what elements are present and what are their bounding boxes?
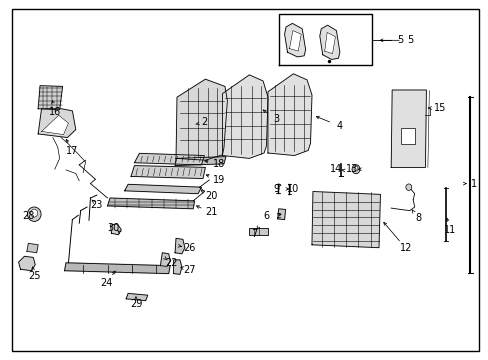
Polygon shape [27,243,38,253]
Text: 4: 4 [336,121,342,131]
Polygon shape [390,90,426,167]
Text: 5: 5 [407,35,413,45]
Ellipse shape [351,165,359,174]
Text: 2: 2 [201,117,207,127]
Text: 23: 23 [90,200,103,210]
Polygon shape [176,79,227,160]
Text: 20: 20 [204,191,217,201]
Polygon shape [319,25,339,59]
Ellipse shape [353,166,357,171]
Polygon shape [41,115,68,135]
Text: 16: 16 [49,107,61,117]
Polygon shape [64,263,170,274]
Polygon shape [173,260,182,274]
Text: 24: 24 [100,278,113,288]
Text: 28: 28 [22,211,35,221]
Polygon shape [134,153,204,165]
Polygon shape [277,209,285,220]
Polygon shape [267,74,311,156]
Polygon shape [311,192,380,248]
Text: 8: 8 [414,213,420,223]
Polygon shape [110,224,121,235]
Polygon shape [126,293,147,301]
Polygon shape [284,23,305,57]
Polygon shape [38,86,62,110]
Text: 17: 17 [66,146,79,156]
Text: 13: 13 [345,164,358,174]
Polygon shape [175,157,225,166]
Polygon shape [160,253,170,266]
Text: 14: 14 [329,164,342,174]
Polygon shape [289,31,301,51]
Text: 30: 30 [107,222,120,233]
Text: 29: 29 [129,299,142,309]
Text: 15: 15 [433,103,446,113]
Text: 1: 1 [470,179,476,189]
Bar [249,228,267,235]
Polygon shape [19,256,35,271]
Text: 10: 10 [286,184,299,194]
Polygon shape [175,238,184,254]
Text: 18: 18 [212,159,225,169]
Polygon shape [222,75,267,158]
Polygon shape [131,166,205,179]
Text: 26: 26 [183,243,196,253]
Polygon shape [324,32,335,54]
Text: 6: 6 [263,211,269,221]
Text: 7: 7 [251,229,257,239]
Text: 3: 3 [273,114,279,124]
Polygon shape [38,109,76,138]
Ellipse shape [27,207,41,221]
Polygon shape [124,184,201,194]
Text: 11: 11 [443,225,455,235]
Text: 25: 25 [28,271,41,282]
Bar [400,128,414,144]
Text: 9: 9 [273,184,279,194]
Ellipse shape [405,184,411,190]
Text: 5: 5 [396,35,402,45]
Text: 19: 19 [212,175,225,185]
Text: 12: 12 [399,243,411,253]
Ellipse shape [31,209,38,217]
Text: 27: 27 [183,265,196,275]
Text: 22: 22 [164,258,177,268]
Text: 21: 21 [204,207,217,217]
Polygon shape [107,198,194,209]
